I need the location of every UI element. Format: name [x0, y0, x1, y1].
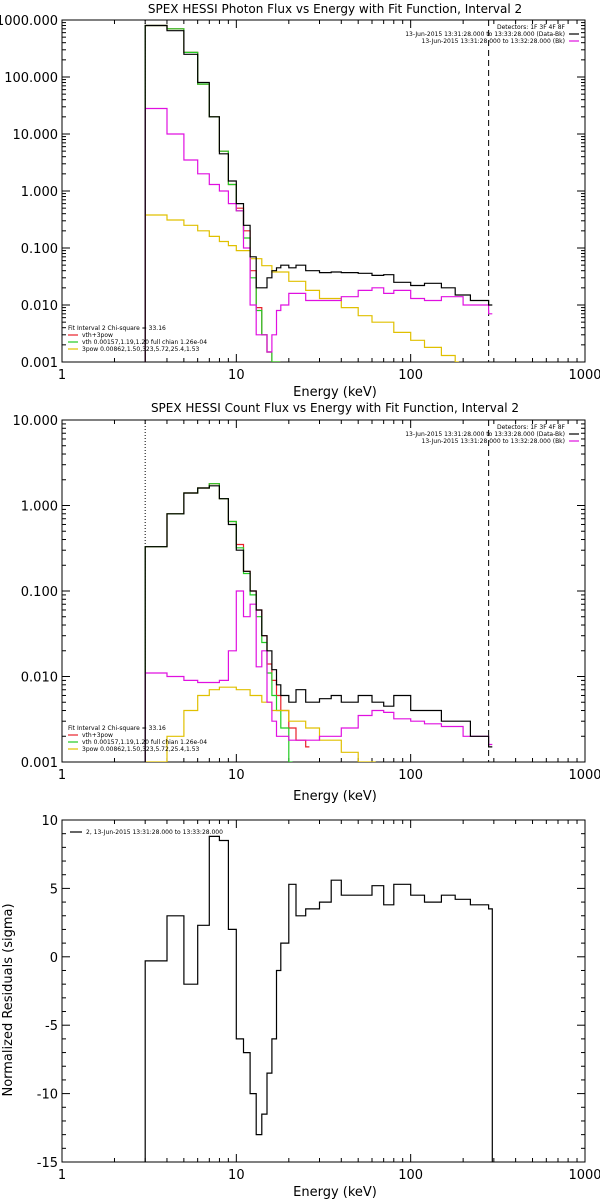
x-tick-label: 1000 — [568, 768, 600, 783]
plot-frame — [61, 19, 586, 363]
info-text: Detectors: 1F 3F 4F 8F — [497, 424, 566, 431]
y-tick-label: 0 — [50, 951, 58, 966]
y-tick-label: 0.010 — [21, 671, 58, 686]
residuals-panel: 1 10 100 1000 -15 -10 -5 0 5 10 2, 13-Jun-2015 13:… — [1, 814, 600, 1200]
plot-frame — [61, 419, 586, 763]
y-axis-label: Normalized Residuals (sigma) — [1, 903, 16, 1096]
y-tick-label: 100.000 — [4, 71, 58, 86]
y-tick-label: 0.010 — [21, 299, 58, 314]
info-text: 13-Jun-2015 13:31:28.000 to 13:33:28.000… — [405, 431, 565, 438]
series-line — [144, 214, 459, 362]
y-tick-label: -10 — [37, 1088, 58, 1103]
x-axis-label: Energy (keV) — [293, 1185, 377, 1200]
series-line — [144, 485, 493, 762]
info-text: 13-Jun-2015 13:31:28.000 to 13:32:28.000… — [422, 38, 565, 45]
y-tick-label: 10.000 — [13, 128, 59, 143]
x-tick-label: 1 — [58, 368, 66, 383]
info-text: Detectors: 1F 3F 4F 8F — [497, 24, 566, 31]
legend-entry: 3pow 0.00862,1.50,323,5.72,25.4,1.53 — [82, 746, 200, 753]
legend-entry: vth+3pow — [82, 732, 113, 739]
series-line — [144, 483, 310, 762]
x-tick-label: 100 — [398, 1168, 423, 1183]
x-axis-label: Energy (keV) — [293, 789, 377, 804]
y-tick-label: 5 — [50, 882, 58, 897]
x-tick-label: 1000 — [568, 1168, 600, 1183]
x-tick-label: 100 — [398, 768, 423, 783]
series-line — [144, 24, 281, 362]
y-tick-label: 0.100 — [21, 585, 58, 600]
y-tick-label: 10.000 — [13, 414, 59, 429]
series-line — [145, 686, 376, 762]
legend-entry: 2, 13-Jun-2015 13:31:28.000 to 13:33:28.… — [86, 829, 223, 836]
x-tick-label: 1 — [58, 768, 66, 783]
series-line — [144, 590, 493, 762]
count-flux-panel: SPEX HESSI Count Flux vs Energy with Fit… — [13, 401, 600, 804]
y-tick-label: 0.100 — [21, 242, 58, 257]
x-tick-label: 1000 — [568, 368, 600, 383]
legend-entry: vth+3pow — [82, 332, 113, 339]
legend-title: Fit Interval 2 Chi-square = 33.16 — [68, 725, 166, 732]
chart-title: SPEX HESSI Count Flux vs Energy with Fit… — [151, 401, 519, 415]
series-line — [144, 835, 493, 1162]
y-tick-label: -5 — [45, 1019, 58, 1034]
x-tick-label: 10 — [228, 1168, 245, 1183]
legend-entry: 3pow 0.00862,1.50,323,5.72,25.4,1.53 — [82, 346, 200, 353]
y-tick-label: 1.000 — [21, 500, 58, 515]
x-axis-label: Energy (keV) — [293, 385, 377, 400]
y-tick-label: 1000.000 — [0, 14, 58, 29]
y-tick-label: 1.000 — [21, 185, 58, 200]
series-line — [144, 24, 493, 362]
y-tick-label: 0.001 — [21, 356, 58, 371]
x-tick-label: 1 — [58, 1168, 66, 1183]
y-tick-label: 0.001 — [21, 756, 58, 771]
legend-title: Fit Interval 2 Chi-square = 33.16 — [68, 325, 166, 332]
series-line — [144, 24, 281, 362]
y-tick-label: 10 — [41, 814, 58, 829]
y-tick-label: -15 — [37, 1156, 58, 1171]
x-tick-label: 10 — [228, 768, 245, 783]
x-tick-label: 10 — [228, 368, 245, 383]
photon-flux-panel: SPEX HESSI Photon Flux vs Energy with Fi… — [0, 2, 600, 400]
legend-entry: vth 0.00157,1.19,1.20 full chian 1.26e-0… — [82, 739, 207, 746]
series-line — [144, 107, 493, 362]
x-tick-label: 100 — [398, 368, 423, 383]
chart-title: SPEX HESSI Photon Flux vs Energy with Fi… — [148, 2, 522, 16]
plot-frame — [61, 819, 586, 1163]
info-text: 13-Jun-2015 13:31:28.000 to 13:33:28.000… — [405, 31, 565, 38]
legend-entry: vth 0.00157,1.19,1.20 full chian 1.26e-0… — [82, 339, 207, 346]
info-text: 13-Jun-2015 13:31:28.000 to 13:32:28.000… — [422, 438, 565, 445]
